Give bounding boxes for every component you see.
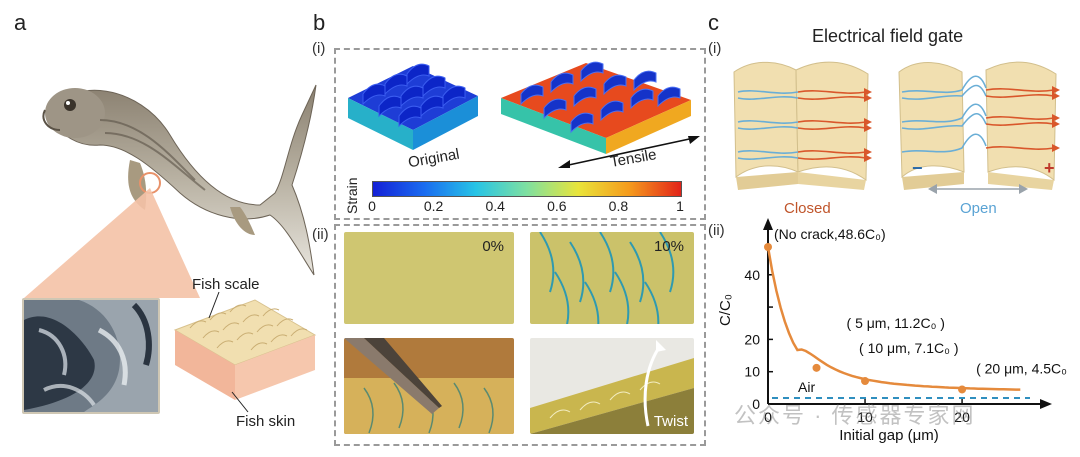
panel-b-ii-box xyxy=(334,224,706,446)
photo-cut xyxy=(344,338,514,434)
fish-scale-pointer xyxy=(208,291,220,319)
gate-open-diagram xyxy=(898,61,1060,190)
photo-10-percent: 10% xyxy=(530,232,694,324)
y-axis-arrow xyxy=(763,218,773,230)
label-open: Open xyxy=(960,200,997,217)
photo-twist-label: Twist xyxy=(653,413,688,430)
label-fish-scale: Fish scale xyxy=(192,276,260,293)
colorbar xyxy=(372,181,682,197)
fea-original xyxy=(348,63,478,150)
annotation-1: ( 5 μm, 11.2C₀ ) xyxy=(847,315,945,331)
air-label: Air xyxy=(798,379,815,395)
panel-c-sub-i: (i) xyxy=(708,40,722,57)
colorbar-tick-1: 0.2 xyxy=(423,198,444,214)
tensile-arrow xyxy=(558,136,700,168)
colorbar-ticks: 0 0.2 0.4 0.6 0.8 1 xyxy=(368,198,684,216)
zoom-wedge xyxy=(24,188,200,298)
fish-scale-photo xyxy=(22,298,160,414)
x-axis-label: Initial gap (μm) xyxy=(839,427,939,444)
x-tick-label-2: 20 xyxy=(954,409,970,425)
fit-curve xyxy=(766,246,1021,391)
annotation-3: ( 20 μm, 4.5C₀ ) xyxy=(976,360,1068,376)
label-closed: Closed xyxy=(784,200,831,217)
panel-c-sub-ii: (ii) xyxy=(708,222,725,239)
fish-skin-pointer xyxy=(231,391,249,413)
data-point-0 xyxy=(764,242,772,251)
fish-illustration xyxy=(42,84,317,276)
y-tick-label-2: 20 xyxy=(744,331,760,347)
y-tick-label-0: 0 xyxy=(752,396,760,412)
panel-b-sub-i: (i) xyxy=(312,40,326,57)
annotation-2: ( 10 μm, 7.1C₀ ) xyxy=(859,340,958,356)
panel-b-sub-ii: (ii) xyxy=(312,226,329,243)
fea-tensile xyxy=(501,61,691,154)
fish-scale-block xyxy=(173,299,317,400)
gate-closed-diagram xyxy=(733,61,872,190)
data-point-2 xyxy=(861,377,870,386)
y-tick-label-1: 10 xyxy=(744,364,760,380)
data-point-1 xyxy=(812,363,821,372)
x-tick-label-0: 0 xyxy=(764,409,772,425)
label-fish-skin: Fish skin xyxy=(236,413,296,430)
panel-letter-b: b xyxy=(313,10,326,35)
panel-b-i-box xyxy=(334,48,706,220)
colorbar-tick-0: 0 xyxy=(368,198,376,214)
gate-title: Electrical field gate xyxy=(812,26,964,46)
data-point-3 xyxy=(958,385,967,394)
capacitance-chart: 0 10 20 40 0 10 20 Initial gap (μm) C/C₀ Air (No c… xyxy=(717,218,1068,444)
colorbar-tick-3: 0.6 xyxy=(547,198,567,214)
x-tick-label-1: 10 xyxy=(857,409,873,425)
colorbar-tick-2: 0.4 xyxy=(485,198,505,214)
open-gap-arrow xyxy=(928,184,1028,194)
colorbar-title: Strain xyxy=(344,177,360,214)
colorbar-tick-5: 1 xyxy=(676,198,684,214)
annotation-0: (No crack,48.6C₀) xyxy=(774,226,886,242)
photo-0-label: 0% xyxy=(482,238,504,255)
panel-letter-c: c xyxy=(708,10,719,35)
photo-0-percent: 0% xyxy=(344,232,514,324)
y-axis-label: C/C₀ xyxy=(717,294,734,326)
minus-sign: − xyxy=(912,158,923,178)
photo-10-label: 10% xyxy=(653,238,684,255)
photo-twist: Twist xyxy=(530,338,694,434)
y-tick-label-4: 40 xyxy=(744,267,760,283)
colorbar-tick-4: 0.8 xyxy=(608,198,629,214)
plus-sign: + xyxy=(1044,158,1055,178)
watermark: 公众号 · 传感器专家网 xyxy=(734,403,976,428)
x-axis-arrow xyxy=(1040,399,1052,409)
panel-letter-a: a xyxy=(14,10,27,35)
